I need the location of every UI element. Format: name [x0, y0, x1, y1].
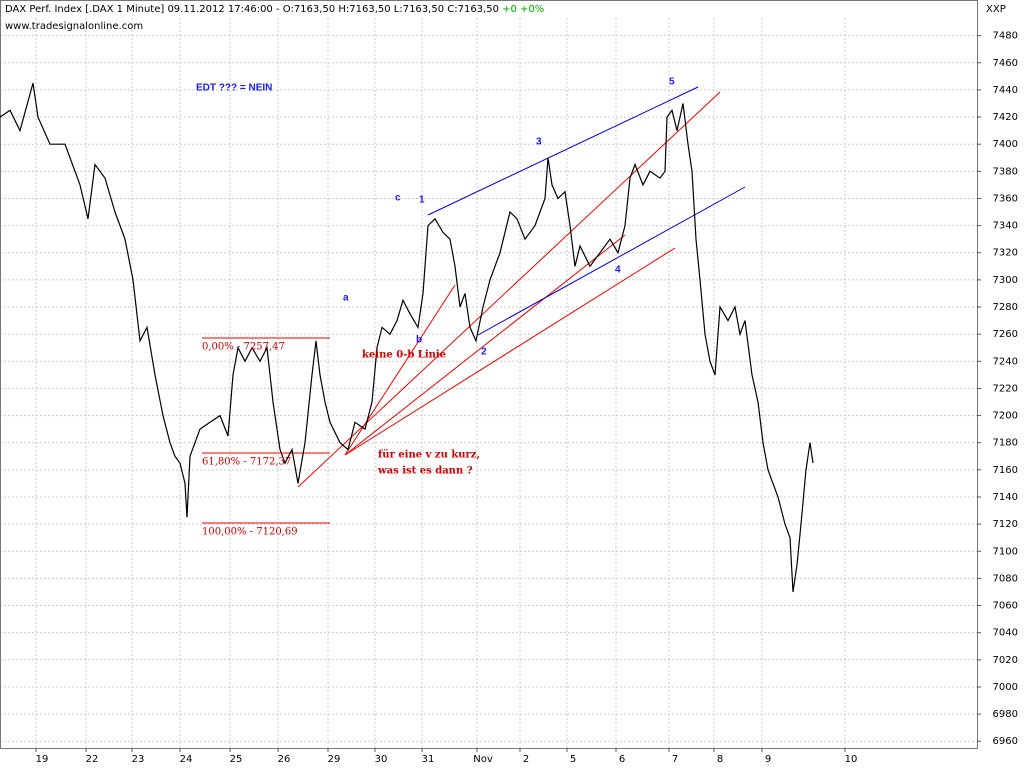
y-tick-label: 7020: [993, 655, 1018, 666]
y-tick-label: 7280: [993, 302, 1018, 313]
fib-label: 100,00% - 7120,69: [202, 527, 298, 538]
trendline: [344, 234, 626, 456]
annotation: c: [395, 193, 401, 204]
trendline: [477, 186, 746, 336]
y-tick-label: 6960: [993, 736, 1018, 747]
y-tick-label: 7240: [993, 356, 1018, 367]
header-text: DAX Perf. Index [.DAX 1 Minute] 09.11.20…: [5, 4, 499, 15]
annotation: keine 0-b Linie: [362, 350, 446, 361]
y-tick-label: 7360: [993, 193, 1018, 204]
y-tick-label: 7220: [993, 383, 1018, 394]
y-tick-label: 7040: [993, 628, 1018, 639]
x-tick-label: 8: [717, 754, 723, 765]
trendlines: [202, 86, 746, 524]
annotation: b: [416, 335, 422, 346]
x-tick-label: 25: [230, 754, 243, 765]
x-tick-label: 31: [422, 754, 435, 765]
y-tick-label: 7100: [993, 546, 1018, 557]
y-tick-label: 7300: [993, 275, 1018, 286]
y-tick-label: 7200: [993, 411, 1018, 422]
x-tick-label: Nov: [473, 754, 493, 765]
price-line: [0, 82, 814, 593]
y-tick-label: 7000: [993, 682, 1018, 693]
x-tick-label: 29: [328, 754, 341, 765]
y-tick-label: 7460: [993, 58, 1018, 69]
y-tick-label: 7180: [993, 438, 1018, 449]
x-tick-label: 26: [278, 754, 291, 765]
y-tick-label: 7440: [993, 85, 1018, 96]
trendline: [344, 247, 676, 456]
x-tick-label: 30: [375, 754, 388, 765]
x-tick-label: 5: [570, 754, 576, 765]
y-tick-label: 7480: [993, 31, 1018, 42]
annotation: EDT ??? = NEIN: [196, 83, 272, 94]
fib-label: 61,80% - 7172,37: [202, 457, 291, 468]
annotation: 2: [481, 347, 487, 358]
trendline: [427, 86, 699, 216]
y-tick-label: 7420: [993, 112, 1018, 123]
source: www.tradesignalonline.com: [5, 21, 143, 32]
y-tick-label: 7340: [993, 221, 1018, 232]
y-tick-label: 7080: [993, 573, 1018, 584]
y-tick-label: 7140: [993, 492, 1018, 503]
annotation: a: [343, 293, 349, 304]
annotation: 1: [419, 195, 425, 206]
change: +0 +0%: [502, 4, 544, 15]
y-tick-label: 7120: [993, 519, 1018, 530]
y-tick-label: 7400: [993, 139, 1018, 150]
grid: [0, 18, 977, 748]
annotation: 5: [669, 77, 675, 88]
x-tick-label: 24: [180, 754, 193, 765]
annotation: für eine v zu kurz,: [378, 450, 480, 461]
series: [0, 82, 814, 593]
axis-code: XXP: [986, 4, 1006, 15]
x-tick-label: 9: [765, 754, 771, 765]
x-tick-label: 22: [86, 754, 99, 765]
y-tick-label: 7260: [993, 329, 1018, 340]
plot-frame: [0, 0, 978, 749]
annotation: 4: [615, 265, 621, 276]
x-tick-label: 19: [36, 754, 49, 765]
annotation: was ist es dann ?: [377, 466, 473, 477]
header: DAX Perf. Index [.DAX 1 Minute] 09.11.20…: [5, 4, 544, 15]
y-tick-label: 6980: [993, 709, 1018, 720]
x-tick-label: 6: [619, 754, 625, 765]
y-tick-label: 7320: [993, 248, 1018, 259]
y-tick-label: 7060: [993, 601, 1018, 612]
fib-label: 0,00% - 7257,47: [202, 342, 285, 353]
x-tick-label: 10: [845, 754, 858, 765]
x-tick-label: 7: [672, 754, 678, 765]
trendline: [344, 284, 456, 456]
x-tick-label: 23: [132, 754, 145, 765]
x-tick-label: 2: [523, 754, 529, 765]
y-tick-label: 7160: [993, 465, 1018, 476]
trendline: [297, 91, 721, 488]
y-tick-label: 7380: [993, 166, 1018, 177]
annotation: 3: [536, 137, 542, 148]
